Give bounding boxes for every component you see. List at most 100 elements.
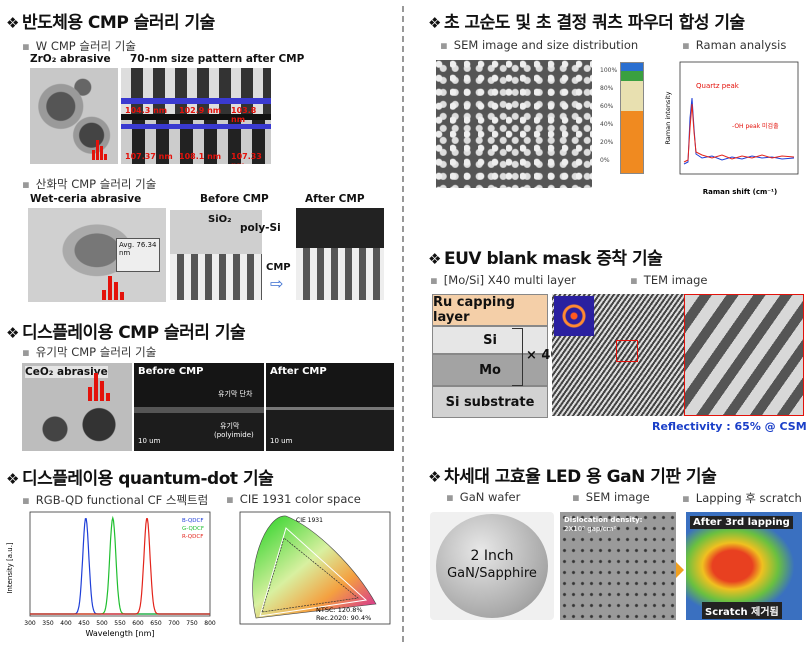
after-cmp-image (296, 208, 384, 300)
section-title-text: 디스플레이용 CMP 슬러리 기술 (21, 323, 246, 343)
after-lapping-label: After 3rd lapping (690, 516, 793, 529)
organic-label: 유기막 (220, 422, 240, 430)
times-40-label: × 40 (526, 348, 560, 363)
after-cmp-label: After CMP (305, 193, 365, 205)
sub-label: GaN wafer (459, 490, 521, 504)
after-cmp-label: After CMP (270, 366, 327, 377)
legend-entry: B-QDCF (182, 518, 204, 524)
x-tick-label: 400 (60, 620, 72, 627)
scratch-removed-label: Scratch 제거됨 (702, 602, 782, 619)
sub-label: SEM image (585, 490, 650, 504)
quartz-peak-label: Quartz peak (696, 82, 740, 90)
diamond-icon: ❖ (428, 468, 441, 486)
plot-frame (679, 61, 799, 175)
bullet-icon: ▪ (22, 39, 30, 53)
legend-entry: R-QDCF (182, 534, 203, 540)
plot-frame (29, 511, 211, 617)
diamond-icon: ❖ (6, 470, 19, 488)
spectral-locus (252, 515, 377, 619)
measure-4: 107.37 nm (125, 152, 173, 161)
before-cmp-label: Before CMP (200, 193, 269, 205)
layer-label: Mo (479, 362, 501, 378)
sub-multilayer: ▪ [Mo/Si] X40 multi layer (430, 273, 576, 287)
bullet-icon: ▪ (440, 38, 448, 52)
series-line-G-QDCF (30, 515, 210, 615)
bullet-icon: ▪ (226, 492, 234, 506)
diamond-icon: ❖ (6, 14, 19, 32)
x-tick-label: 700 (168, 620, 180, 627)
qd-spectrum-chart: Intensity [a.u.] Wavelength [nm] 300 350 4… (6, 511, 216, 638)
sub-cie: ▪ CIE 1931 color space (226, 492, 361, 506)
x-tick-label: 600 (132, 620, 144, 627)
ntsc-value: NTSC: 120.8% (316, 606, 363, 614)
bracket (512, 328, 523, 386)
section-title-text: 디스플레이용 quantum-dot 기술 (21, 469, 274, 489)
ceria-histogram (102, 276, 124, 300)
bullet-icon: ▪ (22, 493, 30, 507)
x-tick-label: 300 (24, 620, 36, 627)
x-tick-label: 800 (204, 620, 216, 627)
diamond-icon: ❖ (428, 250, 441, 268)
section-title-display-cmp: ❖ 디스플레이용 CMP 슬러리 기술 (6, 318, 246, 343)
y-axis-label: Raman intensity (664, 91, 672, 144)
measure-2: 102.9 nm (179, 106, 222, 115)
section-title-text: 차세대 고효율 LED 용 GaN 기판 기술 (443, 467, 717, 487)
lapping-scratch-image: After 3rd lapping Scratch 제거됨 (686, 512, 802, 620)
layer-stack: Ru capping layer Si Mo Si substrate × 40 (432, 294, 560, 418)
raman-chart: Quartz peak -OH peak 미검출 Raman intensity… (664, 61, 799, 196)
zoom-box (616, 340, 638, 362)
sub-label: 산화막 CMP 슬러리 기술 (35, 177, 157, 191)
reflectivity-label: Reflectivity : 65% @ CSM (652, 420, 807, 433)
quartz-sem-image (436, 60, 592, 188)
gamut-triangle-2 (261, 537, 359, 613)
diamond-icon: ❖ (6, 324, 19, 342)
avg-box: Avg. 76.34 nm (116, 238, 160, 272)
series-line-B-QDCF (30, 518, 210, 615)
bullet-icon: ▪ (682, 491, 690, 505)
bullet-icon: ▪ (22, 345, 30, 359)
step-label: 유기막 단차 (218, 390, 253, 398)
rec2020-value: Rec.2020: 90.4% (316, 614, 371, 622)
x-tick-label: 450 (78, 620, 90, 627)
layer-label: Si substrate (445, 394, 535, 410)
layer-mo: Mo (432, 354, 548, 386)
polyimide-label: (polyimide) (214, 431, 254, 439)
sub-label: Raman analysis (695, 38, 787, 52)
gan-wafer-photo: 2 Inch GaN/Sapphire (430, 512, 554, 620)
sub-w-cmp: ▪ W CMP 슬러리 기술 (22, 38, 136, 54)
dislocation-label: Dislocation density: (564, 516, 643, 524)
section-title-text: 반도체용 CMP 슬러리 기술 (21, 13, 215, 33)
cie-1931-diagram: CIE 1931 NTSC: 120.8% Rec.2020: 90.4% (239, 511, 391, 625)
sio2-label: SiO₂ (208, 214, 232, 225)
distribution-axis: 100% 80% 60% 40% 20% 0% (600, 67, 618, 164)
series-line-R-QDCF (30, 518, 210, 615)
x-tick-label: 500 (96, 620, 108, 627)
after-cmp-organic-image: After CMP 10 um (266, 363, 394, 451)
sub-lapping: ▪ Lapping 후 scratch (682, 490, 802, 506)
scale-bar-label: 10 um (270, 437, 293, 445)
x-axis-label: Wavelength [nm] (85, 629, 154, 638)
cmp-arrow-label: CMP (266, 262, 291, 273)
wafer-type-label: GaN/Sapphire (447, 566, 537, 581)
scale-bar-label: 10 um (138, 437, 161, 445)
measure-6: 107.33 nm (231, 152, 262, 164)
cie-title: CIE 1931 (296, 517, 323, 524)
bullet-icon: ▪ (446, 490, 454, 504)
sub-sem-size: ▪ SEM image and size distribution (440, 38, 638, 52)
x-axis-label: Raman shift (cm⁻¹) (703, 188, 778, 196)
sub-tem: ▪ TEM image (630, 273, 708, 287)
sub-label: RGB-QD functional CF 스펙트럼 (35, 493, 209, 507)
measure-5: 108.1 nm (179, 152, 222, 161)
legend-entry: G-QDCF (182, 526, 204, 532)
x-tick-label: 550 (114, 620, 126, 627)
section-title-euv: ❖ EUV blank mask 증착 기술 (428, 244, 663, 269)
sub-label: Lapping 후 scratch (695, 491, 802, 505)
orange-arrow-icon (676, 562, 684, 578)
before-cmp-label: Before CMP (138, 366, 204, 377)
x-tick-label: 350 (42, 620, 54, 627)
layer-si: Si (432, 326, 548, 354)
zro2-tem-image (30, 68, 118, 164)
ceo2-label: CeO₂ abrasive (25, 366, 108, 378)
pattern-sem-image: 104.3 nm 102.9 nm 103.8 nm 107.37 nm 108… (121, 68, 271, 164)
sub-label: SEM image and size distribution (453, 38, 639, 52)
